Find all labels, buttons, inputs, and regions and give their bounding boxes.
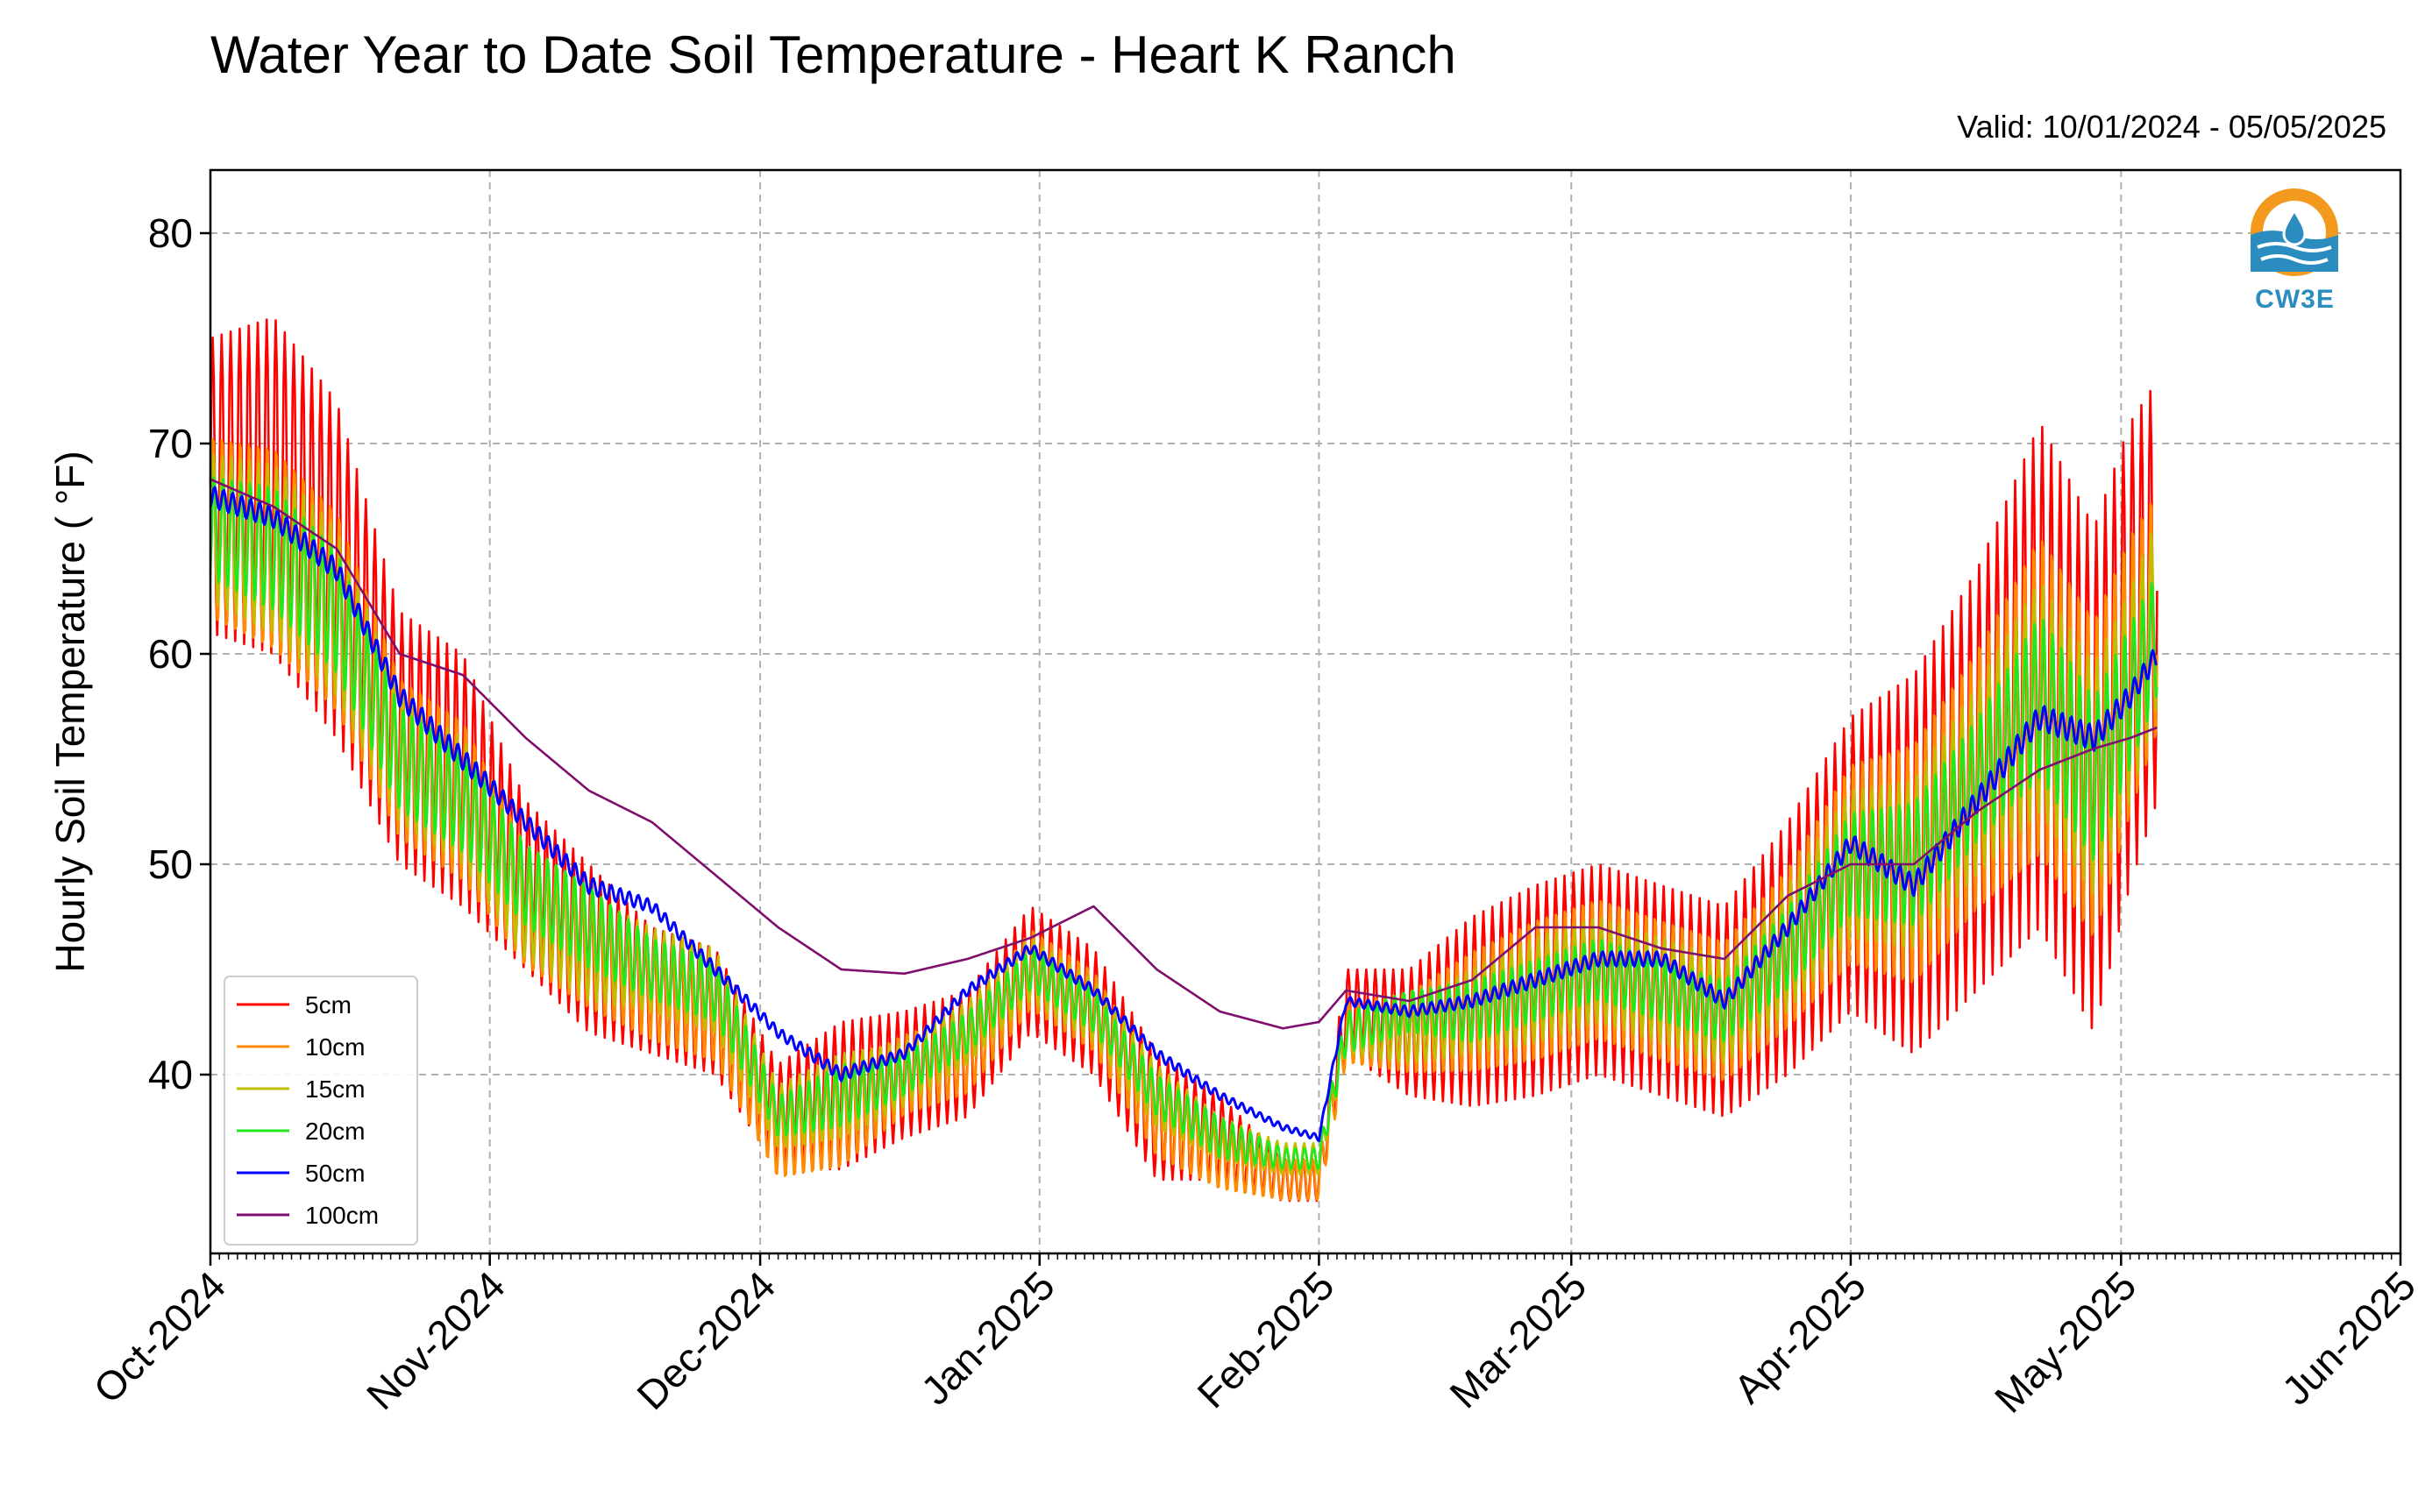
legend: 5cm 10cm 15cm 20cm 50cm 100cm (224, 976, 418, 1246)
x-tick-label: Oct-2024 (85, 1262, 235, 1412)
series-line-20cm (209, 476, 2158, 1170)
y-tick-label: 50 (148, 841, 193, 887)
y-tick-label: 60 (148, 631, 193, 677)
x-tick-label: Apr-2025 (1725, 1262, 1874, 1412)
x-tick-label: Nov-2024 (358, 1262, 514, 1418)
legend-box (224, 976, 418, 1246)
y-tick-label: 80 (148, 210, 193, 256)
series-line-50cm (209, 486, 2158, 1142)
series-lines (209, 318, 2158, 1203)
cw3e-logo: CW3E (2240, 184, 2350, 324)
chart-title: Water Year to Date Soil Temperature - He… (210, 25, 1456, 84)
legend-label-100cm: 100cm (305, 1202, 379, 1229)
cw3e-logo-text: CW3E (2255, 285, 2335, 314)
plot-frame (209, 168, 2402, 1255)
legend-label-20cm: 20cm (305, 1118, 365, 1145)
legend-label-5cm: 5cm (305, 991, 352, 1019)
legend-label-50cm: 50cm (305, 1160, 365, 1187)
x-tick-label: Dec-2024 (628, 1262, 784, 1418)
cw3e-logo-icon (2251, 188, 2338, 276)
x-tick-label: May-2025 (1986, 1262, 2144, 1421)
legend-label-15cm: 15cm (305, 1075, 365, 1103)
series-line-100cm (210, 478, 2158, 1030)
chart-subtitle: Valid: 10/01/2024 - 05/05/2025 (1957, 109, 2386, 145)
x-tick-label: Feb-2025 (1188, 1262, 1342, 1416)
x-tick-label: Jun-2025 (2273, 1262, 2418, 1413)
x-tick-label: Mar-2025 (1440, 1262, 1595, 1416)
y-axis-label: Hourly Soil Temperature ( °F) (47, 451, 93, 972)
y-tick-label: 40 (148, 1052, 193, 1097)
legend-label-10cm: 10cm (305, 1033, 365, 1061)
x-tick-label: Jan-2025 (912, 1262, 1063, 1413)
y-tick-label: 70 (148, 421, 193, 466)
